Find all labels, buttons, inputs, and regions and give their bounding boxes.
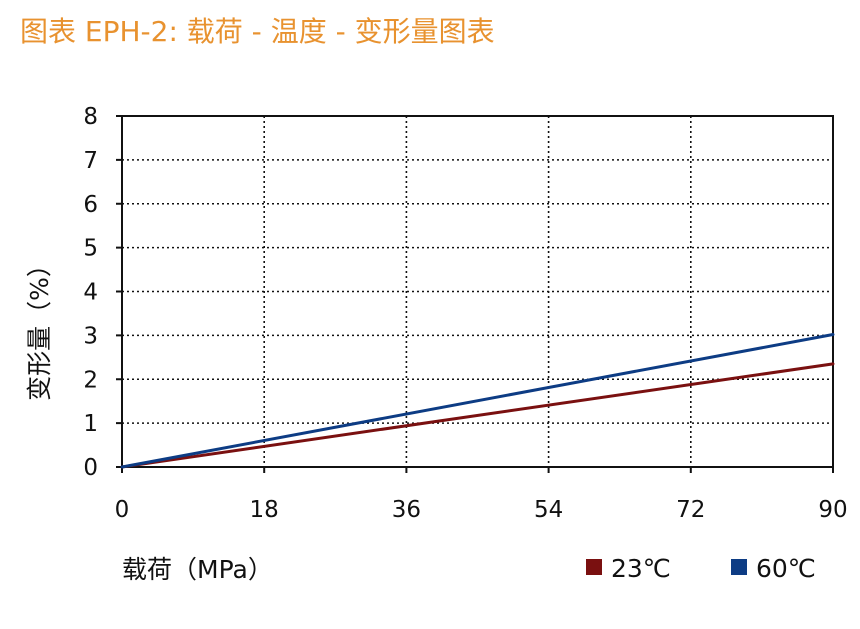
legend-swatch xyxy=(731,559,747,575)
series-lines xyxy=(120,332,835,469)
legend-label: 23℃ xyxy=(611,554,671,583)
x-tick-label: 90 xyxy=(818,497,847,523)
grid-lines xyxy=(122,116,833,467)
y-tick-label: 0 xyxy=(83,455,98,481)
series-line-23℃ xyxy=(120,362,835,469)
axis-ticks: 0 18 36 54 72 90 0 1 2 3 4 5 6 7 8 xyxy=(83,104,847,523)
x-tick-label: 54 xyxy=(534,497,563,523)
y-tick-label: 7 xyxy=(83,148,98,174)
x-tick-label: 36 xyxy=(392,497,421,523)
y-tick-label: 5 xyxy=(83,236,98,262)
y-tick-label: 4 xyxy=(83,280,98,306)
y-axis-label: 变形量（%） xyxy=(25,252,54,401)
x-tick-label: 18 xyxy=(250,497,279,523)
legend-label: 60℃ xyxy=(756,554,816,583)
legend: 23℃ 60℃ xyxy=(586,554,816,583)
y-tick-label: 6 xyxy=(83,192,98,218)
x-tick-label: 72 xyxy=(676,497,705,523)
series-line-60℃ xyxy=(120,332,835,469)
x-axis-label: 载荷（MPa） xyxy=(122,555,273,584)
y-tick-label: 1 xyxy=(83,411,98,437)
chart-title: 图表 EPH-2: 载荷 - 温度 - 变形量图表 xyxy=(20,15,495,48)
legend-swatch xyxy=(586,559,602,575)
x-tick-label: 0 xyxy=(115,497,130,523)
y-tick-label: 8 xyxy=(83,104,98,130)
y-tick-label: 3 xyxy=(83,323,98,349)
y-tick-label: 2 xyxy=(83,367,98,393)
